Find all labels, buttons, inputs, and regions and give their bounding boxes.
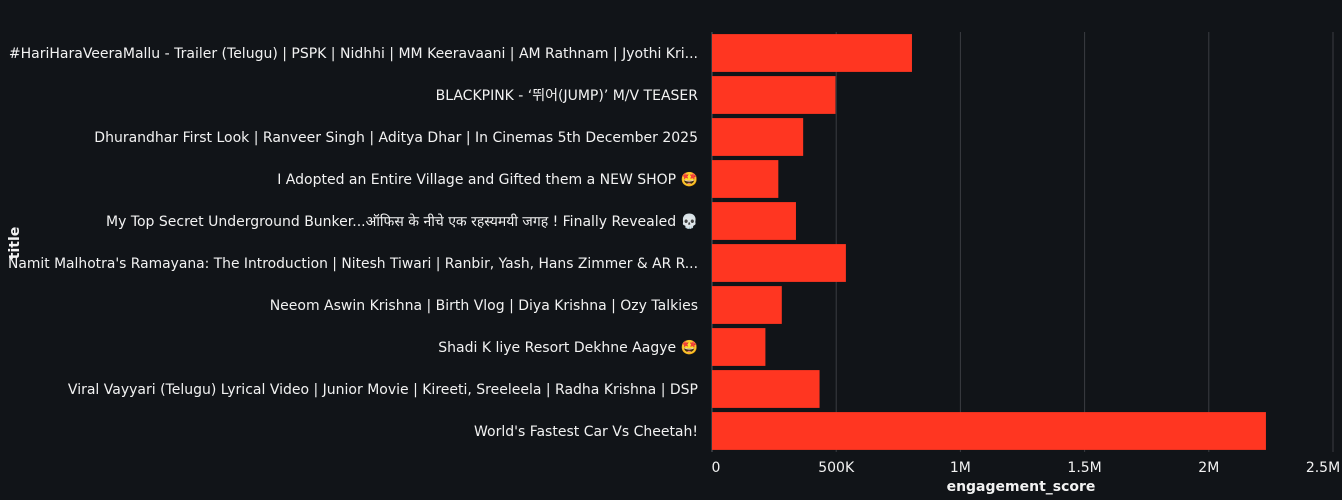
bar[interactable] bbox=[712, 244, 846, 282]
bar[interactable] bbox=[712, 160, 779, 198]
category-label: Namit Malhotra's Ramayana: The Introduct… bbox=[8, 256, 698, 272]
bar[interactable] bbox=[712, 328, 766, 366]
bar[interactable] bbox=[712, 76, 836, 114]
x-tick-label: 2.5M bbox=[1306, 460, 1340, 476]
y-axis-title: title bbox=[7, 227, 23, 259]
category-label: World's Fastest Car Vs Cheetah! bbox=[474, 424, 698, 440]
bar[interactable] bbox=[712, 34, 912, 72]
x-tick-label: 500K bbox=[818, 460, 855, 476]
bars bbox=[712, 34, 1266, 450]
x-tick-label: 2M bbox=[1198, 460, 1219, 476]
category-label: Viral Vayyari (Telugu) Lyrical Video | J… bbox=[68, 382, 698, 398]
category-label: I Adopted an Entire Village and Gifted t… bbox=[277, 171, 698, 188]
bar[interactable] bbox=[712, 370, 820, 408]
x-tick-labels: 0 500K 1M 1.5M 2M 2.5M bbox=[712, 460, 1341, 476]
category-label: Neeom Aswin Krishna | Birth Vlog | Diya … bbox=[270, 298, 698, 314]
category-label: Dhurandhar First Look | Ranveer Singh | … bbox=[94, 130, 698, 146]
category-labels: #HariHaraVeeraMallu - Trailer (Telugu) |… bbox=[8, 46, 698, 440]
bar[interactable] bbox=[712, 202, 796, 240]
x-tick-label: 0 bbox=[712, 460, 721, 476]
category-label: Shadi K liye Resort Dekhne Aagye 🤩 bbox=[438, 339, 698, 356]
x-tick-label: 1.5M bbox=[1067, 460, 1101, 476]
category-label: #HariHaraVeeraMallu - Trailer (Telugu) |… bbox=[9, 46, 698, 62]
bar[interactable] bbox=[712, 286, 782, 324]
category-label: My Top Secret Underground Bunker...ऑफिस … bbox=[106, 213, 698, 230]
bar[interactable] bbox=[712, 412, 1266, 450]
x-axis-title: engagement_score bbox=[947, 479, 1096, 495]
category-label: BLACKPINK - ‘뛰어(JUMP)’ M/V TEASER bbox=[436, 88, 699, 104]
bar[interactable] bbox=[712, 118, 804, 156]
x-tick-label: 1M bbox=[950, 460, 971, 476]
